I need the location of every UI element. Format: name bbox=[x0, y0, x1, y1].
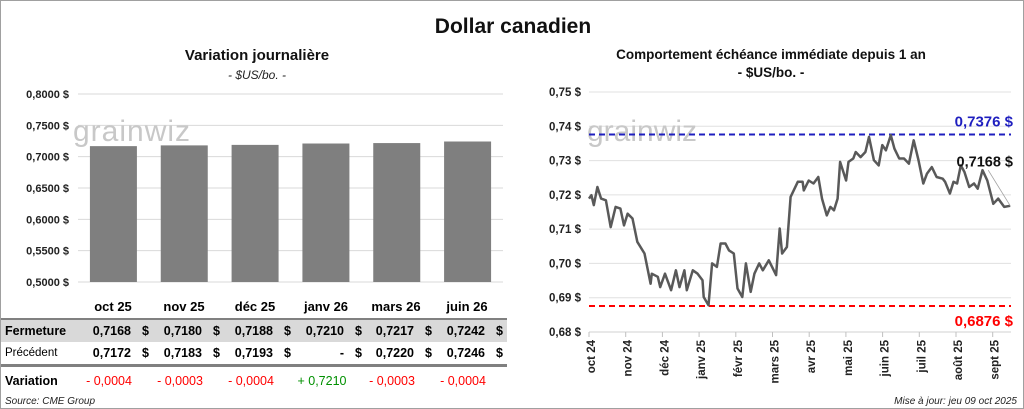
cell-unit: $ bbox=[425, 346, 432, 360]
bar bbox=[160, 145, 208, 282]
x-tick-label: déc 24 bbox=[659, 339, 671, 375]
line-chart: 0,68 $ 0,69 $ 0,70 $ 0,71 $ 0,72 $ 0,73 $ 0,74… bbox=[549, 87, 1014, 383]
variation-row: Variation - 0,0004 - 0,0003 - 0,0004 + 0,721… bbox=[1, 370, 507, 392]
bar-chart-title: Variation journalière bbox=[184, 47, 330, 64]
cell-unit: $ bbox=[284, 346, 291, 360]
x-tick-label: janv 25 bbox=[696, 339, 708, 380]
y-tick-label: 0,8000 $ bbox=[26, 89, 69, 101]
column-header: juin 26 bbox=[446, 299, 488, 314]
cell-unit: $ bbox=[355, 324, 362, 338]
line-chart-subtitle: - $US/bo. - bbox=[737, 65, 805, 80]
column-header: déc 25 bbox=[234, 299, 276, 314]
y-tick-label: 0,7000 $ bbox=[26, 152, 69, 164]
y-tick-label: 0,70 $ bbox=[549, 258, 582, 270]
y-tick-label: 0,69 $ bbox=[549, 293, 582, 305]
cell-unit: $ bbox=[142, 346, 149, 360]
x-tick-label: avr 25 bbox=[806, 339, 818, 373]
source-note: Source: CME Group bbox=[5, 396, 96, 407]
y-tick-label: 0,73 $ bbox=[549, 156, 582, 168]
variation-value: - 0,0003 bbox=[369, 374, 415, 388]
cell-unit: $ bbox=[496, 346, 503, 360]
cell-value: 0,7246 bbox=[446, 346, 485, 360]
bar bbox=[302, 143, 350, 282]
line-chart-title: Comportement échéance immédiate depuis 1… bbox=[616, 47, 926, 62]
cell-value: 0,7242 bbox=[446, 324, 485, 338]
cell-value: 0,7180 bbox=[163, 324, 202, 338]
last-value-label: 0,7168 $ bbox=[957, 154, 1013, 170]
update-note: Mise à jour: jeu 09 oct 2025 bbox=[894, 396, 1017, 407]
variation-value: - 0,0004 bbox=[228, 374, 274, 388]
cell-value: 0,7188 bbox=[234, 324, 273, 338]
cell-value: 0,7210 bbox=[305, 324, 344, 338]
x-tick-label: mai 25 bbox=[843, 339, 855, 375]
y-tick-label: 0,6500 $ bbox=[26, 183, 69, 195]
price-line bbox=[587, 133, 1011, 307]
y-tick-label: 0,68 $ bbox=[549, 327, 582, 339]
variation-value: - 0,0004 bbox=[440, 374, 486, 388]
x-tick-label: juil 25 bbox=[916, 339, 928, 373]
cell-unit: $ bbox=[355, 346, 362, 360]
column-header: janv 26 bbox=[303, 299, 349, 314]
table-row: Fermeture 0,7168 $0,7180 $0,7188 $0,7210 $0,7… bbox=[1, 318, 507, 342]
cell-value: - bbox=[339, 346, 344, 360]
table-row: Précédent 0,7172 $0,7183 $0,7193 $ - $0,7220 $0… bbox=[1, 342, 507, 367]
column-header: oct 25 bbox=[94, 299, 132, 314]
variation-value: + 0,7210 bbox=[297, 374, 347, 388]
min-label: 0,6876 $ bbox=[955, 313, 1014, 330]
cell-value: 0,7217 bbox=[375, 324, 414, 338]
x-tick-label: mars 25 bbox=[770, 339, 782, 383]
bar-chart-subtitle: - $US/bo. - bbox=[227, 68, 287, 82]
y-tick-label: 0,74 $ bbox=[549, 121, 582, 133]
column-header: nov 25 bbox=[163, 299, 205, 314]
y-tick-label: 0,5000 $ bbox=[26, 277, 69, 289]
row-label: Fermeture bbox=[5, 324, 67, 338]
y-tick-label: 0,75 $ bbox=[549, 87, 582, 99]
cell-value: 0,7172 bbox=[92, 346, 131, 360]
cell-value: 0,7168 bbox=[92, 324, 131, 338]
cell-value: 0,7220 bbox=[375, 346, 414, 360]
x-tick-label: août 25 bbox=[953, 339, 965, 380]
cell-unit: $ bbox=[213, 346, 220, 360]
watermark-logo: grainwiz bbox=[587, 115, 697, 148]
watermark-logo: grainwiz bbox=[73, 115, 191, 148]
cell-unit: $ bbox=[142, 324, 149, 338]
y-tick-label: 0,71 $ bbox=[549, 224, 582, 236]
x-tick-label: févr 25 bbox=[733, 339, 745, 377]
page-title: Dollar canadien bbox=[434, 15, 592, 38]
x-tick-label: sept 25 bbox=[990, 339, 1002, 379]
variation-value: - 0,0003 bbox=[157, 374, 203, 388]
bar-chart: 0,5000 $ 0,5500 $ 0,6000 $ 0,6500 $ 0,7000 $… bbox=[26, 89, 503, 289]
column-header: mars 26 bbox=[371, 299, 421, 314]
x-tick-label: nov 24 bbox=[623, 339, 635, 376]
table-header-row: oct 25 nov 25 déc 25 janv 26 mars 26 juin 26 bbox=[1, 296, 507, 318]
bar bbox=[444, 141, 492, 282]
y-tick-label: 0,5500 $ bbox=[26, 246, 69, 258]
y-tick-label: 0,72 $ bbox=[549, 190, 582, 202]
cell-unit: $ bbox=[284, 324, 291, 338]
bar bbox=[231, 144, 279, 282]
cell-value: 0,7183 bbox=[163, 346, 202, 360]
x-tick-label: juin 25 bbox=[880, 339, 892, 377]
variation-value: - 0,0004 bbox=[86, 374, 132, 388]
bar bbox=[373, 143, 421, 282]
cell-unit: $ bbox=[496, 324, 503, 338]
y-tick-label: 0,7500 $ bbox=[26, 120, 69, 132]
row-label: Variation bbox=[5, 374, 58, 388]
cell-value: 0,7193 bbox=[234, 346, 273, 360]
cell-unit: $ bbox=[213, 324, 220, 338]
row-label: Précédent bbox=[5, 347, 58, 359]
last-value-leader bbox=[987, 169, 1011, 207]
max-label: 0,7376 $ bbox=[955, 114, 1014, 131]
cell-unit: $ bbox=[425, 324, 432, 338]
bar bbox=[89, 146, 137, 282]
x-tick-label: oct 24 bbox=[586, 339, 598, 373]
y-tick-label: 0,6000 $ bbox=[26, 214, 69, 226]
